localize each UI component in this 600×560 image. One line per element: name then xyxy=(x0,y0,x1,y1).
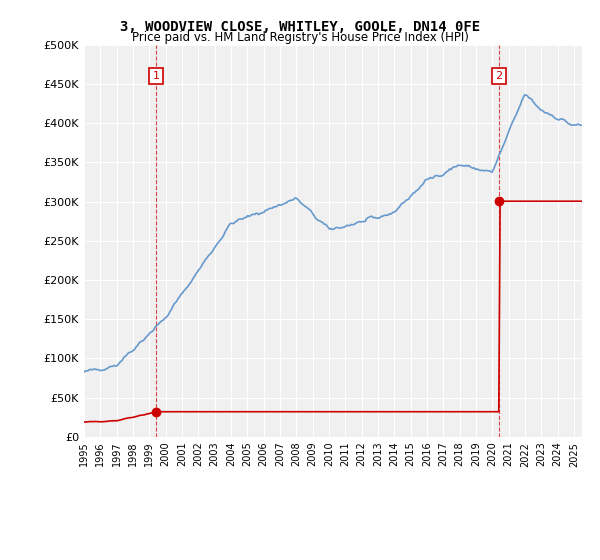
Text: 1: 1 xyxy=(152,71,160,81)
Text: 2: 2 xyxy=(496,71,502,81)
Text: Price paid vs. HM Land Registry's House Price Index (HPI): Price paid vs. HM Land Registry's House … xyxy=(131,31,469,44)
Text: 3, WOODVIEW CLOSE, WHITLEY, GOOLE, DN14 0FE: 3, WOODVIEW CLOSE, WHITLEY, GOOLE, DN14 … xyxy=(120,20,480,34)
